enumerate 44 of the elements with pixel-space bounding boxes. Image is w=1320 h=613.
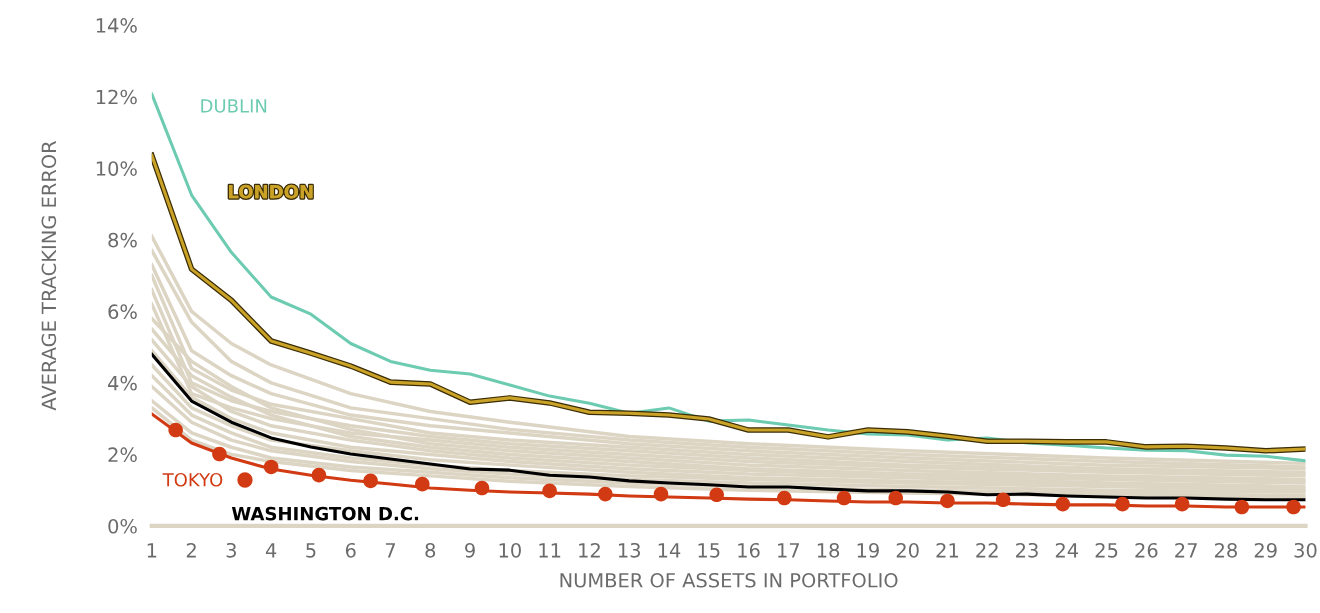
text: WASHINGTON D.C.	[231, 506, 419, 521]
x-tick-label: 16	[738, 542, 760, 558]
y-tick-label: 8%	[108, 232, 137, 248]
x-tick-label: 18	[817, 542, 840, 558]
x-axis-title: NUMBER OF ASSETS IN PORTFOLIO	[560, 572, 898, 588]
x-tick-label: 26	[1135, 542, 1158, 558]
x-tick-label: 22	[976, 542, 998, 558]
x-tick-label: 10	[499, 542, 521, 558]
legend-label: TOKYO	[162, 472, 223, 487]
x-tick-label: 12	[579, 542, 600, 558]
y-tick-label: 14%	[96, 18, 137, 33]
x-tick-label: 20	[896, 542, 919, 558]
x-tick-label: 3	[226, 542, 236, 558]
x-tick-label: 5	[306, 543, 316, 558]
x-tick-label: 21	[936, 542, 959, 558]
y-tick-label: 4%	[108, 375, 137, 391]
x-tick-label: 17	[778, 543, 800, 558]
y-axis-title: AVERAGE TRACKING ERROR	[41, 140, 57, 411]
y-tick-label: 10%	[96, 161, 137, 176]
x-tick-label: 24	[1055, 542, 1079, 558]
x-tick-label: 7	[385, 543, 396, 558]
y-tick-label: 12%	[96, 89, 137, 105]
x-tick-label: 2	[186, 542, 196, 558]
x-tick-label: 8	[425, 542, 436, 558]
x-tick-label: 14	[658, 543, 681, 558]
x-tick-label: 29	[1254, 542, 1277, 558]
y-tick-label: 6%	[108, 304, 137, 319]
x-tick-label: 30	[1294, 542, 1317, 558]
y-tick-label: 0%	[108, 518, 137, 534]
x-tick-label: 13	[618, 542, 640, 558]
x-tick-label: 11	[539, 543, 561, 558]
x-tick-label: 19	[857, 542, 879, 558]
text: DUBLIN	[201, 99, 267, 113]
x-tick-label: 27	[1175, 542, 1197, 558]
y-tick-label: 2%	[108, 447, 137, 463]
x-tick-label: 28	[1214, 542, 1237, 558]
x-tick-label: 1	[147, 543, 157, 558]
text: LONDON	[229, 184, 313, 199]
x-tick-label: 23	[1016, 542, 1038, 558]
x-tick-label: 15	[698, 543, 720, 558]
x-tick-label: 6	[345, 542, 356, 558]
x-tick-label: 25	[1095, 542, 1118, 558]
x-tick-label: 4	[265, 543, 277, 558]
x-tick-label: 9	[465, 542, 475, 558]
